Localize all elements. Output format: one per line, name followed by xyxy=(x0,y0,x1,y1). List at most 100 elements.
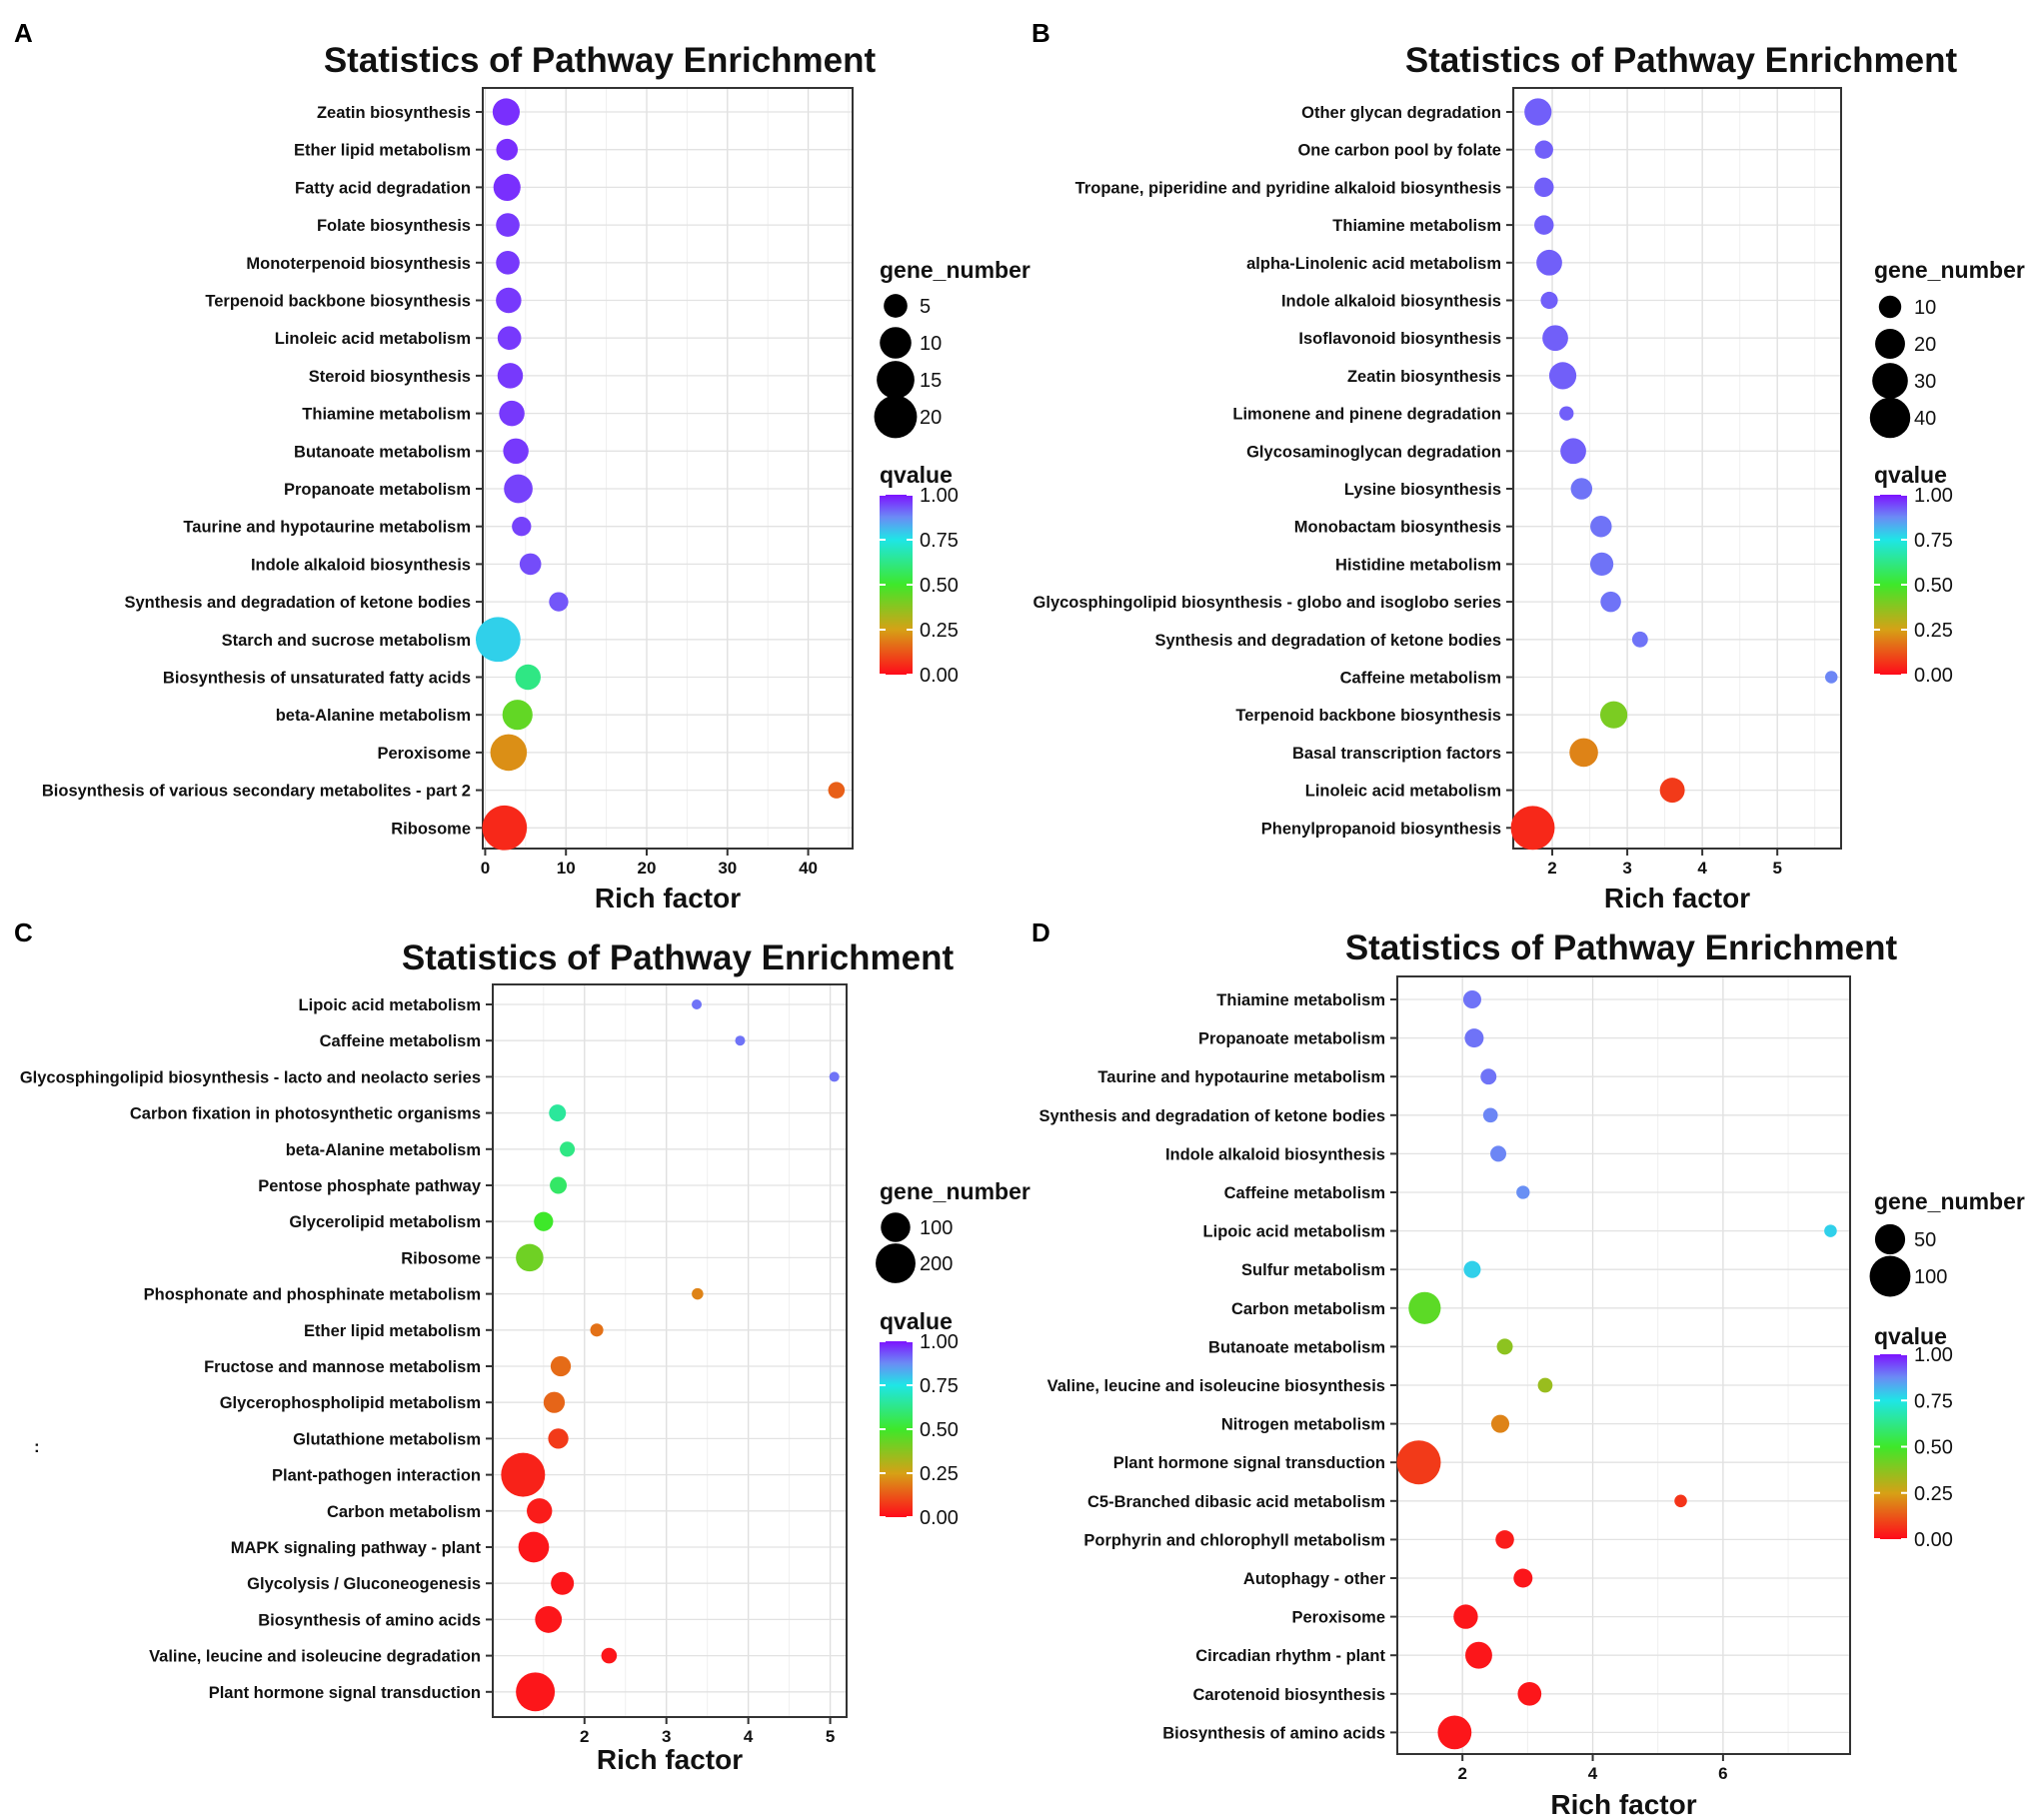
data-point xyxy=(828,782,846,799)
data-point xyxy=(496,213,520,237)
x-tick-label: 20 xyxy=(638,859,657,878)
color-legend-label: 1.00 xyxy=(1914,485,1953,507)
x-tick-label: 10 xyxy=(557,859,576,878)
color-legend-label: 0.00 xyxy=(920,1507,959,1529)
data-point xyxy=(1524,98,1552,126)
data-point xyxy=(1465,1641,1492,1669)
category-label: MAPK signaling pathway - plant xyxy=(231,1539,482,1557)
color-legend-label: 1.00 xyxy=(920,485,959,507)
data-point xyxy=(1513,1568,1533,1588)
data-point xyxy=(1534,140,1553,159)
plot-panel xyxy=(483,88,853,849)
size-legend-title: gene_number xyxy=(1874,257,2025,283)
category-label: Lysine biosynthesis xyxy=(1344,481,1501,499)
data-point xyxy=(1510,806,1555,851)
data-point xyxy=(1463,1260,1481,1278)
data-point xyxy=(549,1104,567,1122)
category-label: Synthesis and degradation of ketone bodi… xyxy=(1154,632,1501,650)
data-point xyxy=(493,173,521,201)
category-label: Thiamine metabolism xyxy=(1216,991,1385,1009)
color-legend-label: 0.50 xyxy=(1914,575,1953,597)
size-legend-dot xyxy=(1875,329,1905,359)
color-legend-label: 0.50 xyxy=(920,1419,959,1441)
data-point xyxy=(1659,778,1685,804)
data-point xyxy=(1589,552,1614,577)
color-legend-label: 1.00 xyxy=(920,1331,959,1353)
data-point xyxy=(1600,591,1621,613)
category-label: Glycosphingolipid biosynthesis - lacto a… xyxy=(20,1068,481,1086)
data-point xyxy=(1542,325,1568,352)
category-label: Folate biosynthesis xyxy=(317,217,471,235)
data-point xyxy=(1534,177,1554,198)
x-tick-label: 0 xyxy=(481,859,490,878)
category-label: Steroid biosynthesis xyxy=(309,368,471,386)
data-point xyxy=(1631,631,1648,648)
color-legend-label: 0.75 xyxy=(920,530,959,552)
category-label: Lipoic acid metabolism xyxy=(1203,1223,1385,1241)
category-label: Indole alkaloid biosynthesis xyxy=(1165,1145,1385,1163)
data-point xyxy=(1824,1224,1837,1237)
data-point xyxy=(551,1571,575,1595)
category-label: Taurine and hypotaurine metabolism xyxy=(183,519,471,537)
category-label: Thiamine metabolism xyxy=(1332,217,1501,235)
data-point xyxy=(475,617,521,663)
category-label: Ribosome xyxy=(401,1249,481,1267)
data-point xyxy=(1495,1530,1514,1549)
data-point xyxy=(1590,515,1612,538)
chart-title: Statistics of Pathway Enrichment xyxy=(324,41,877,80)
category-label: Biosynthesis of amino acids xyxy=(1162,1724,1385,1742)
data-point xyxy=(499,400,525,427)
category-label: Plant hormone signal transduction xyxy=(209,1684,481,1702)
x-tick-label: 6 xyxy=(1718,1764,1727,1783)
category-label: Peroxisome xyxy=(1291,1609,1385,1627)
category-label: Other glycan degradation xyxy=(1301,104,1501,122)
size-legend-dot xyxy=(880,327,912,359)
category-label: alpha-Linolenic acid metabolism xyxy=(1246,255,1501,273)
category-label: Limonene and pinene degradation xyxy=(1232,406,1501,424)
category-label: Lipoic acid metabolism xyxy=(299,996,481,1014)
data-point xyxy=(1560,438,1586,465)
category-label: Histidine metabolism xyxy=(1335,556,1501,574)
category-label: Phenylpropanoid biosynthesis xyxy=(1261,820,1501,838)
size-legend-label: 20 xyxy=(920,407,942,429)
data-point xyxy=(497,363,524,389)
category-label: Linoleic acid metabolism xyxy=(1305,783,1501,801)
category-label: Valine, leucine and isoleucine degradati… xyxy=(149,1648,481,1666)
data-point xyxy=(1540,291,1558,310)
plot-panel xyxy=(1513,88,1841,849)
size-legend-dot xyxy=(1872,363,1908,399)
category-label: Synthesis and degradation of ketone bodi… xyxy=(1038,1107,1385,1125)
color-legend-title: qvalue xyxy=(880,462,953,488)
data-point xyxy=(502,700,533,731)
data-point xyxy=(512,517,532,537)
data-point xyxy=(1674,1494,1687,1508)
data-point xyxy=(516,1672,556,1712)
data-point xyxy=(503,438,529,465)
data-point xyxy=(1517,1681,1542,1706)
panel-label: D xyxy=(1031,917,1050,947)
category-label: Propanoate metabolism xyxy=(284,481,471,499)
plot-panel xyxy=(1397,976,1850,1754)
category-label: Fatty acid degradation xyxy=(295,179,471,197)
x-axis-title: Rich factor xyxy=(1550,1789,1696,1820)
color-legend-label: 0.75 xyxy=(920,1375,959,1397)
data-point xyxy=(490,734,528,772)
size-legend-label: 20 xyxy=(1914,334,1936,356)
plot-panel xyxy=(493,984,847,1717)
category-label: Glycerolipid metabolism xyxy=(289,1213,481,1231)
category-label: Starch and sucrose metabolism xyxy=(222,632,471,650)
data-point xyxy=(735,1035,746,1046)
size-legend-label: 5 xyxy=(920,296,931,318)
category-label: Isoflavonoid biosynthesis xyxy=(1298,330,1501,348)
category-label: Glycolysis / Gluconeogenesis xyxy=(247,1575,481,1593)
category-label: Ether lipid metabolism xyxy=(294,142,471,160)
color-legend-label: 1.00 xyxy=(1914,1344,1953,1366)
category-label: Taurine and hypotaurine metabolism xyxy=(1097,1068,1385,1086)
color-legend-label: 0.00 xyxy=(1914,665,1953,687)
size-legend-dot xyxy=(1878,295,1902,319)
category-label: Valine, leucine and isoleucine biosynthe… xyxy=(1047,1377,1385,1395)
data-point xyxy=(1569,738,1598,768)
chart-title: Statistics of Pathway Enrichment xyxy=(402,938,955,977)
plot-border xyxy=(1396,975,1851,1755)
chart-title: Statistics of Pathway Enrichment xyxy=(1405,41,1958,80)
